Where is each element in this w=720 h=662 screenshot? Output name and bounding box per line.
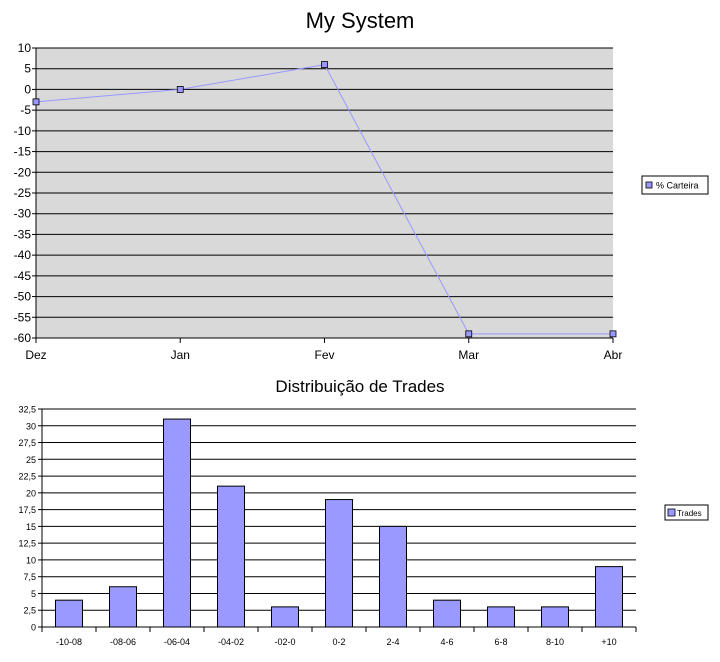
y-tick-label: 10 bbox=[26, 555, 36, 565]
bar bbox=[325, 499, 353, 628]
x-tick-label: -06-04 bbox=[164, 637, 190, 647]
bar bbox=[595, 566, 623, 628]
data-point bbox=[321, 61, 328, 68]
y-tick-label: 2,5 bbox=[23, 606, 36, 616]
y-tick-label: 7,5 bbox=[23, 572, 36, 582]
line-chart: My System 10 5 0 -5 -10 -15 -20 -25 -30 -35 -40 -45… bbox=[14, 8, 709, 362]
y-tick-label: 15 bbox=[26, 522, 36, 532]
x-tick-label: 8-10 bbox=[546, 637, 564, 647]
chart-title-2: Distribuição de Trades bbox=[275, 377, 444, 396]
y-tick-label: 17,5 bbox=[18, 505, 36, 515]
data-point bbox=[176, 86, 184, 93]
y-tick-label: -45 bbox=[14, 269, 32, 283]
x-tick-label: 0-2 bbox=[332, 637, 345, 647]
x-tick-label: -02-0 bbox=[274, 637, 295, 647]
y-tick-label: 20 bbox=[26, 488, 36, 498]
y-tick-label: -15 bbox=[14, 145, 32, 159]
bar-chart: Distribuição de Trades 32,5 30 27,5 25 22,5 2… bbox=[18, 377, 709, 647]
x-tick-label: Dez bbox=[25, 348, 46, 362]
x-tick-label: +10 bbox=[601, 637, 616, 647]
legend-box bbox=[641, 175, 709, 195]
legend-box-2 bbox=[664, 504, 709, 521]
y-tick-label: -30 bbox=[14, 207, 32, 221]
y-tick-label: -20 bbox=[14, 165, 32, 179]
series-line bbox=[32, 61, 617, 338]
data-point bbox=[609, 330, 617, 338]
y-tick-label: 32,5 bbox=[18, 405, 36, 415]
y-tick-label: -10 bbox=[14, 124, 32, 138]
y-tick-label: -25 bbox=[14, 186, 32, 200]
x-tick-label: Abr bbox=[604, 348, 623, 362]
y-tick-label: 10 bbox=[18, 41, 32, 55]
x-axis-ticks-2: -10-08 -08-06 -06-04 -04-02 -02-0 0-2 2-4 4-6 6-… bbox=[41, 627, 637, 647]
bar bbox=[163, 418, 191, 628]
bar bbox=[271, 606, 299, 628]
x-tick-label: Fev bbox=[314, 348, 334, 362]
x-tick-label: -04-02 bbox=[218, 637, 244, 647]
x-axis-ticks: Dez Jan Fev Mar Abr bbox=[25, 338, 622, 362]
y-tick-label: 22,5 bbox=[18, 472, 36, 482]
legend-swatch-2 bbox=[667, 508, 676, 517]
legend-label-2: Trades bbox=[677, 509, 702, 518]
y-tick-label: -35 bbox=[14, 227, 32, 241]
x-tick-label: -08-06 bbox=[110, 637, 136, 647]
bar bbox=[109, 586, 137, 628]
y-tick-label: 0 bbox=[31, 623, 36, 633]
bar bbox=[433, 599, 461, 628]
y-axis-ticks-2: 32,5 30 27,5 25 22,5 20 17,5 15 12,5 10 7,5 5 2,5 0 bbox=[18, 405, 42, 633]
bar bbox=[55, 599, 83, 628]
legend-swatch bbox=[645, 181, 653, 189]
y-tick-label: -55 bbox=[14, 310, 32, 324]
y-tick-label: -60 bbox=[14, 331, 32, 345]
y-tick-label: -50 bbox=[14, 290, 32, 304]
x-tick-label: -10-08 bbox=[56, 637, 82, 647]
y-axis-ticks: 10 5 0 -5 -10 -15 -20 -25 -30 -35 -40 -45 -50 -55 -60 bbox=[14, 41, 36, 345]
bar bbox=[379, 525, 407, 628]
y-tick-label: -40 bbox=[14, 248, 32, 262]
x-tick-label: 6-8 bbox=[494, 637, 507, 647]
x-tick-label: 2-4 bbox=[386, 637, 399, 647]
bars bbox=[55, 418, 623, 628]
y-tick-label: 5 bbox=[31, 589, 36, 599]
data-point bbox=[32, 98, 40, 106]
x-tick-label: 4-6 bbox=[440, 637, 453, 647]
y-tick-label: 30 bbox=[26, 421, 36, 431]
x-tick-label: Jan bbox=[171, 348, 190, 362]
y-tick-label: 12,5 bbox=[18, 539, 36, 549]
legend: % Carteira bbox=[641, 175, 709, 195]
y-tick-label: 5 bbox=[24, 62, 31, 76]
y-tick-label: 0 bbox=[24, 82, 31, 96]
legend-2: Trades bbox=[664, 504, 709, 521]
y-tick-label: 27,5 bbox=[18, 438, 36, 448]
legend-label: % Carteira bbox=[656, 181, 699, 191]
bar bbox=[487, 606, 515, 628]
y-tick-label: -5 bbox=[20, 103, 31, 117]
data-point bbox=[465, 330, 473, 338]
bar bbox=[541, 606, 569, 628]
x-tick-label: Mar bbox=[458, 348, 479, 362]
y-tick-label: 25 bbox=[26, 455, 36, 465]
bar bbox=[217, 485, 245, 628]
chart-title: My System bbox=[306, 8, 415, 33]
